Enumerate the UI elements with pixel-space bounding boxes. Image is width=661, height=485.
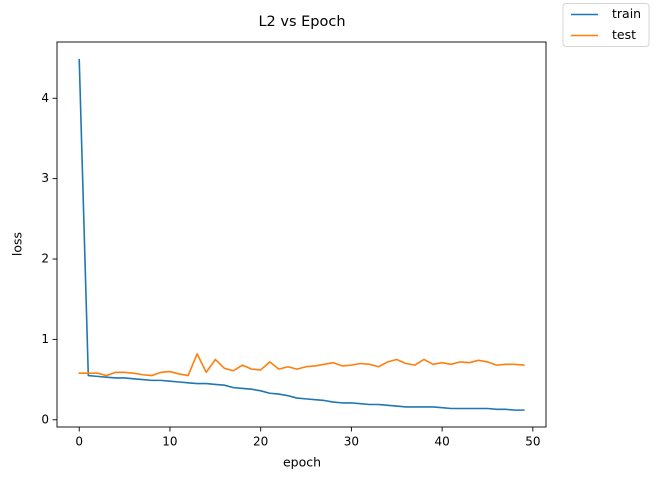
y-tick-label: 2 [41,252,49,266]
y-tick-label: 4 [41,91,49,105]
y-tick-label: 1 [41,332,49,346]
axes-frame [56,41,547,428]
x-tick-label: 0 [75,435,83,449]
plot-area: 0 10 20 30 40 50 0 1 2 3 4 [41,41,547,449]
x-tick-label: 10 [162,435,177,449]
series-line-test [78,353,525,377]
y-tick-label: 0 [41,412,49,426]
legend: train test [562,3,650,47]
x-tick-label: 30 [344,435,359,449]
series-line-train [78,58,525,411]
x-axis-label: epoch [283,455,321,470]
y-axis-label: loss [10,232,25,256]
x-tick-label: 50 [525,435,540,449]
x-tick-label: 40 [434,435,449,449]
y-tick-label: 3 [41,171,49,185]
chart-title: L2 vs Epoch [258,14,345,30]
legend-label-train: train [612,6,641,21]
legend-label-test: test [612,27,636,42]
x-tick-label: 20 [253,435,268,449]
